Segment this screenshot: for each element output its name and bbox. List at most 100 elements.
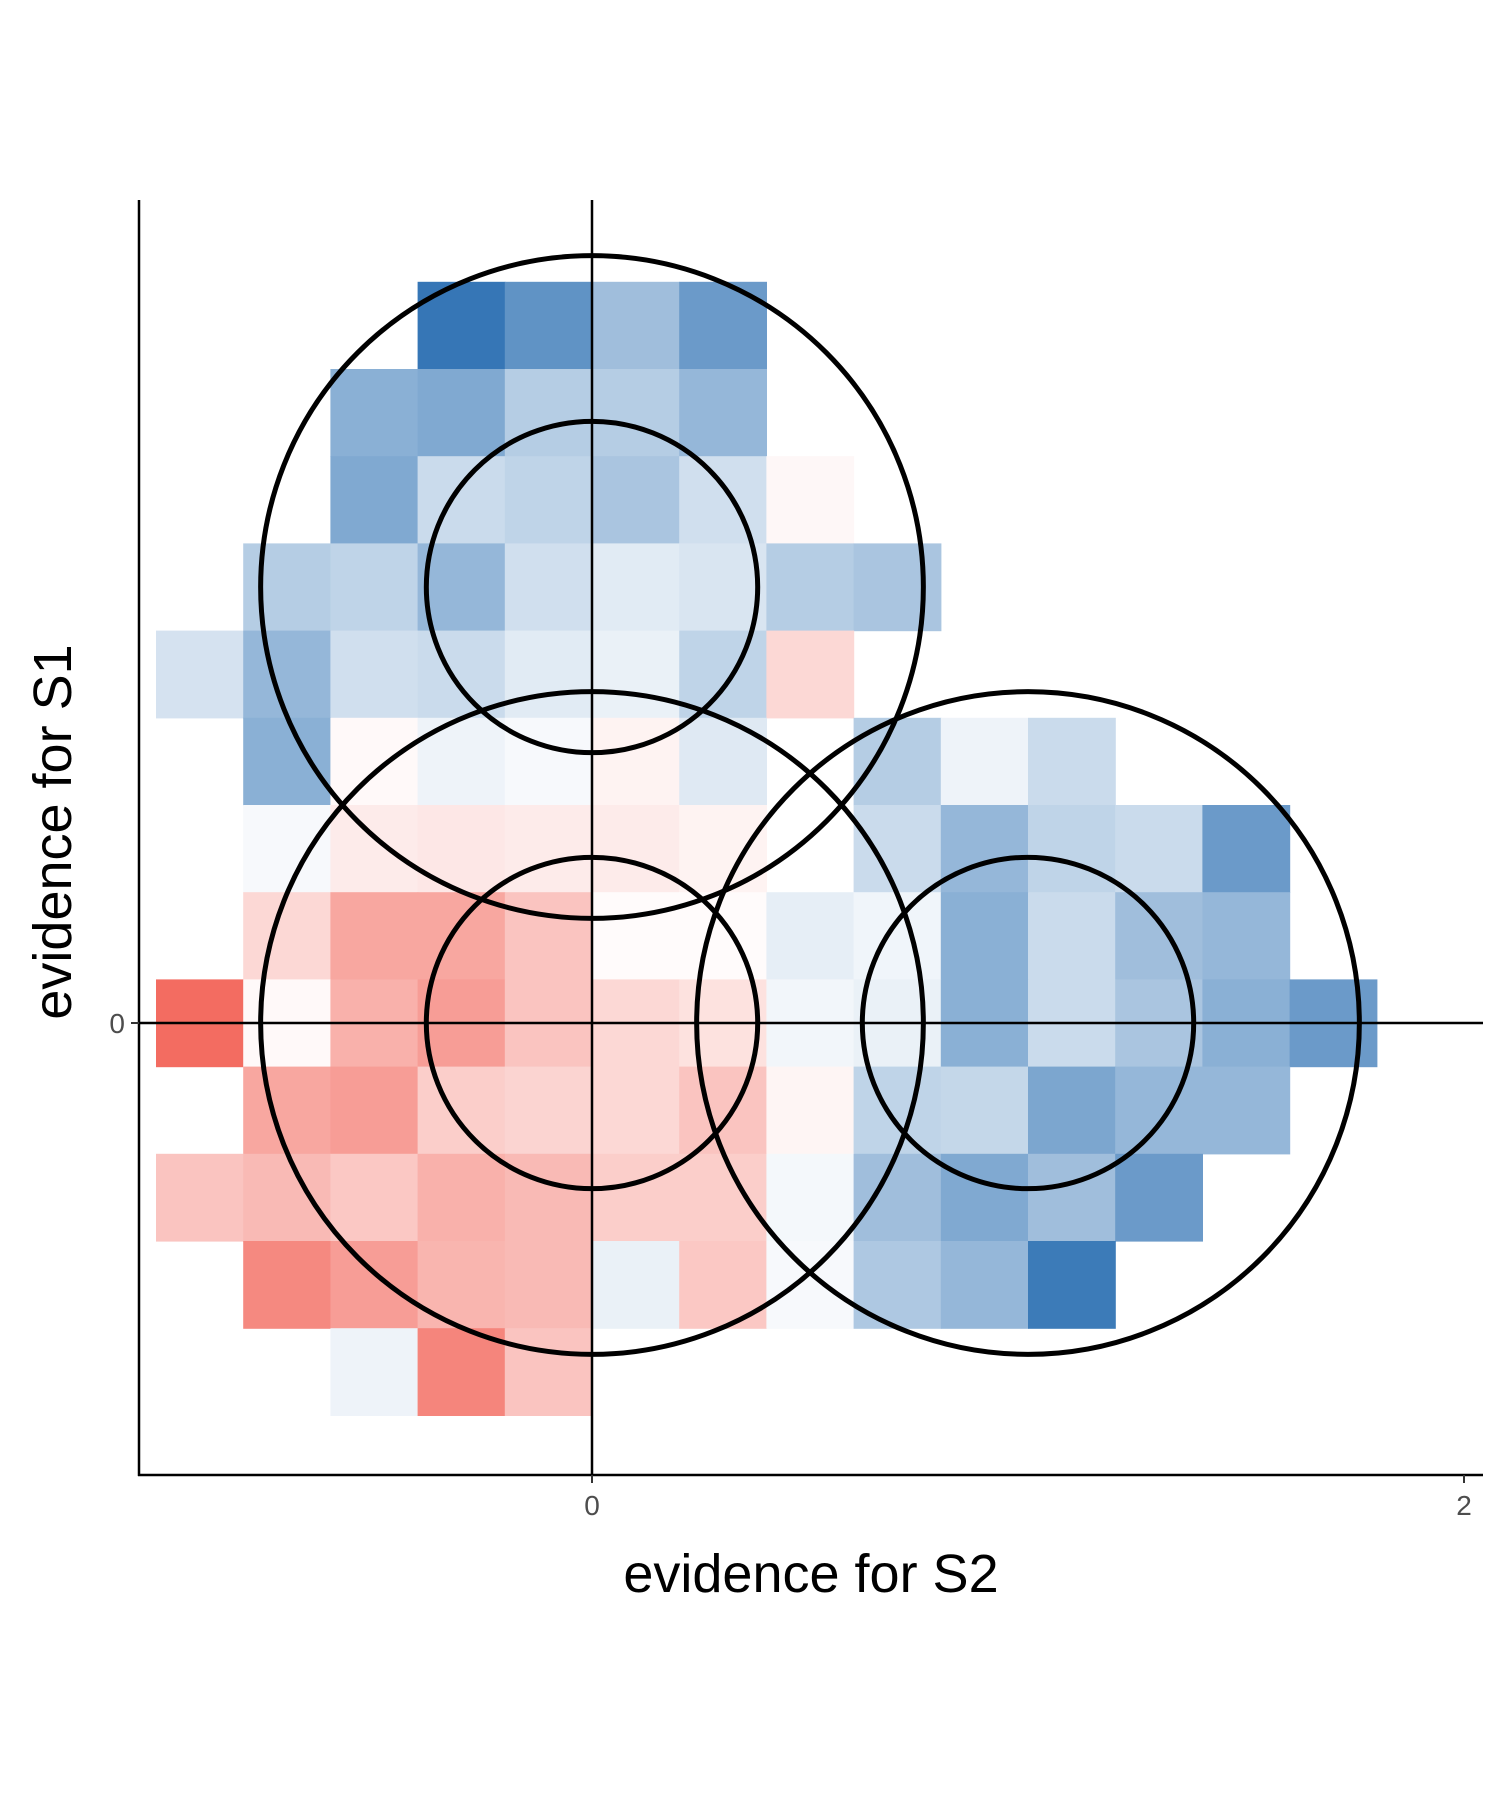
heatmap-cell: [679, 892, 767, 980]
heatmap-cell: [417, 369, 506, 457]
heatmap-cell: [679, 456, 767, 544]
heatmap-cell: [592, 1153, 680, 1242]
heatmap-cell: [417, 805, 506, 893]
heatmap-cell: [417, 1066, 506, 1155]
y-axis-title: evidence for S1: [23, 644, 83, 1019]
heatmap-cell: [417, 630, 506, 719]
heatmap-cell: [330, 1153, 419, 1242]
heatmap-cell: [679, 805, 767, 893]
heatmap-cell: [679, 630, 767, 719]
heatmap-cell: [330, 892, 419, 980]
heatmap-cell: [766, 1241, 855, 1329]
heatmap-cell: [679, 369, 767, 457]
x-axis-title: evidence for S2: [623, 1544, 998, 1604]
heatmap-cells: [156, 281, 1378, 1416]
heatmap-cell: [1028, 1241, 1116, 1329]
heatmap-cell: [504, 630, 593, 719]
heatmap-cell: [243, 1066, 331, 1155]
heatmap-cell: [504, 456, 593, 544]
heatmap-cell: [940, 1241, 1029, 1329]
heatmap-cell: [1115, 1066, 1203, 1155]
heatmap-cell: [853, 543, 942, 632]
heatmap-cell: [330, 805, 419, 893]
heatmap-cell: [243, 543, 331, 632]
heatmap-cell: [592, 717, 680, 806]
heatmap-cell: [417, 456, 506, 544]
heatmap-cell: [243, 1241, 331, 1329]
heatmap-cell: [504, 805, 593, 893]
heatmap-cell: [417, 1153, 506, 1242]
heatmap-cell: [853, 892, 942, 980]
heatmap-cell: [853, 805, 942, 893]
heatmap-cell: [592, 369, 680, 457]
heatmap-cell: [679, 543, 767, 632]
heatmap-cell: [592, 1066, 680, 1155]
heatmap-cell: [1115, 805, 1203, 893]
heatmap-cell: [766, 630, 855, 719]
heatmap-cell: [504, 717, 593, 806]
heatmap-cell: [330, 543, 419, 632]
reference-lines: [139, 200, 1483, 1475]
heatmap-cell: [592, 805, 680, 893]
heatmap-cell: [679, 1066, 767, 1155]
heatmap-cell: [1028, 1153, 1116, 1242]
heatmap-cell: [940, 1153, 1029, 1242]
heatmap-cell: [853, 1066, 942, 1155]
heatmap-cell: [330, 717, 419, 806]
heatmap-cell: [243, 630, 331, 719]
heatmap-cell: [504, 1328, 593, 1416]
x-tick-label: 2: [1456, 1490, 1472, 1521]
heatmap-cell: [504, 281, 593, 370]
heatmap-cell: [243, 717, 331, 806]
heatmap-cell: [592, 543, 680, 632]
heatmap-cell: [592, 1241, 680, 1329]
heatmap-cell: [417, 1328, 506, 1416]
heatmap-cell: [504, 1241, 593, 1329]
heatmap-cell: [504, 1066, 593, 1155]
heatmap-cell: [330, 1328, 419, 1416]
heatmap-cell: [766, 543, 855, 632]
heatmap-cell: [243, 1153, 331, 1242]
heatmap-cell: [766, 1153, 855, 1242]
heatmap-cell: [1028, 1066, 1116, 1155]
heatmap-cell: [592, 281, 680, 370]
heatmap-cell: [504, 1153, 593, 1242]
heatmap-cell: [853, 1241, 942, 1329]
heatmap-cell: [156, 630, 244, 719]
heatmap-cell: [679, 1241, 767, 1329]
heatmap-cell: [1202, 1066, 1291, 1155]
heatmap-cell: [940, 717, 1029, 806]
heatmap-cell: [766, 892, 855, 980]
heatmap-cell: [766, 1066, 855, 1155]
heatmap-cell: [504, 369, 593, 457]
heatmap-cell: [592, 456, 680, 544]
y-tick-label: 0: [109, 1008, 125, 1039]
x-tick-label: 0: [584, 1490, 600, 1521]
heatmap-cell: [330, 1066, 419, 1155]
heatmap-cell: [417, 1241, 506, 1329]
heatmap-cell: [940, 805, 1029, 893]
heatmap-cell: [592, 630, 680, 719]
heatmap-cell: [243, 805, 331, 893]
heatmap-cell: [679, 1153, 767, 1242]
heatmap-cell: [1115, 892, 1203, 980]
heatmap-cell: [1028, 805, 1116, 893]
heatmap-cell: [940, 1066, 1029, 1155]
heatmap-cell: [330, 456, 419, 544]
heatmap-cell: [679, 717, 767, 806]
heatmap-cell: [330, 630, 419, 719]
heatmap-cell: [1202, 892, 1291, 980]
heatmap-cell: [156, 1153, 244, 1242]
heatmap-cell: [417, 543, 506, 632]
heatmap-cell: [679, 281, 767, 370]
heatmap-cell: [940, 892, 1029, 980]
heatmap-cell: [417, 892, 506, 980]
heatmap-cell: [243, 892, 331, 980]
heatmap-cell: [592, 892, 680, 980]
heatmap-cell: [330, 1241, 419, 1329]
heatmap-cell: [1028, 892, 1116, 980]
heatmap-cell: [504, 543, 593, 632]
heatmap-cell: [330, 369, 419, 457]
heatmap-cell: [766, 456, 855, 544]
